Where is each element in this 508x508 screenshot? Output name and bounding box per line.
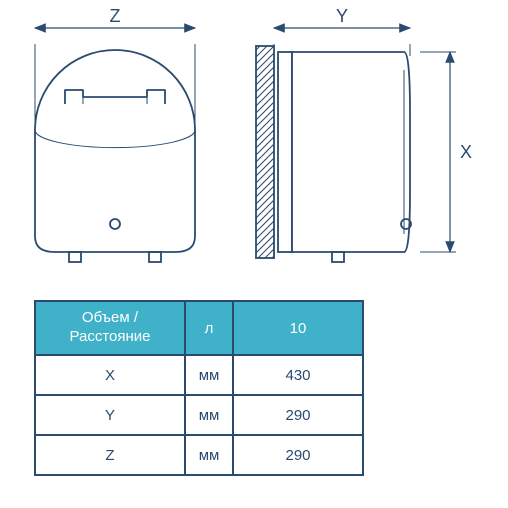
row-value: 290: [233, 395, 363, 435]
dimensions-table: Объем / Расстояние л 10 Xмм430Yмм290Zмм2…: [34, 300, 364, 476]
row-label: Z: [35, 435, 185, 475]
table-row: Xмм430: [35, 355, 363, 395]
row-unit: мм: [185, 355, 233, 395]
row-label: Y: [35, 395, 185, 435]
table-body: Xмм430Yмм290Zмм290: [35, 355, 363, 475]
header-value: 10: [233, 301, 363, 355]
svg-text:Z: Z: [110, 6, 121, 26]
header-unit: л: [185, 301, 233, 355]
row-label: X: [35, 355, 185, 395]
row-value: 430: [233, 355, 363, 395]
table-header-row: Объем / Расстояние л 10: [35, 301, 363, 355]
svg-text:X: X: [460, 142, 472, 162]
row-unit: мм: [185, 395, 233, 435]
dimension-drawings: Z Y X: [0, 0, 508, 290]
row-value: 290: [233, 435, 363, 475]
table-row: Yмм290: [35, 395, 363, 435]
table-row: Zмм290: [35, 435, 363, 475]
header-main: Объем / Расстояние: [35, 301, 185, 355]
row-unit: мм: [185, 435, 233, 475]
svg-text:Y: Y: [336, 6, 348, 26]
